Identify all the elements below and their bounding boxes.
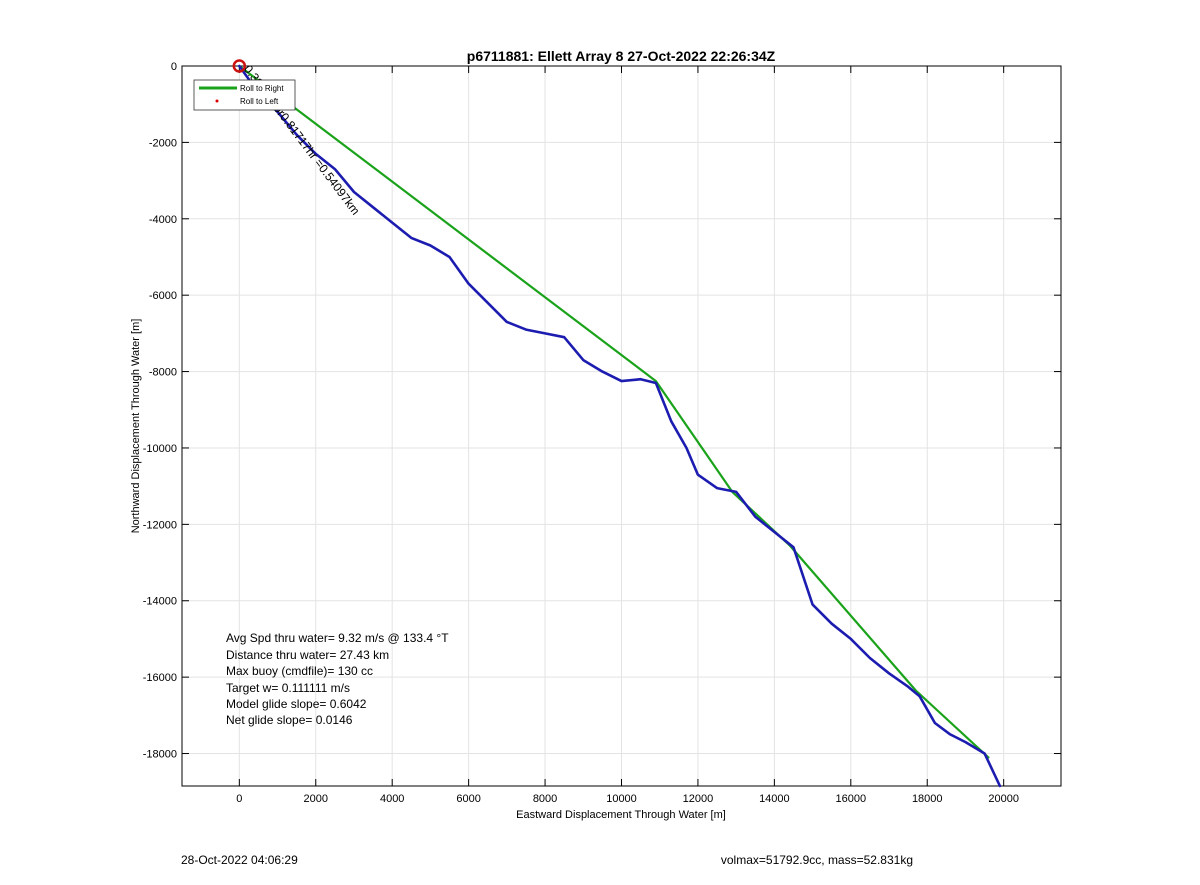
y-tick-labels: 0 -2000 -4000 -6000 -8000 -10000 -12000 -14000 -…	[143, 61, 177, 761]
x-tick-label: 20000	[988, 793, 1019, 805]
x-tick-label: 18000	[912, 793, 943, 805]
series-layer	[238, 64, 1002, 788]
chart-title: p6711881: Ellett Array 8 27-Oct-2022 22:…	[467, 48, 776, 64]
legend-swatch-roll-left	[215, 99, 219, 103]
series-line-roll-right	[238, 64, 990, 759]
x-tick-label: 4000	[380, 793, 404, 805]
x-tick-label: 14000	[759, 793, 790, 805]
x-tick-label: 12000	[683, 793, 714, 805]
x-axis-label: Eastward Displacement Through Water [m]	[516, 809, 726, 821]
y-tick-label: -12000	[143, 519, 177, 531]
y-tick-label: 0	[171, 61, 177, 73]
y-tick-label: -6000	[149, 290, 177, 302]
y-tick-label: -2000	[149, 137, 177, 149]
grid	[182, 65, 1061, 786]
legend-label-roll-right: Roll to Right	[240, 84, 284, 93]
y-tick-label: -18000	[143, 749, 177, 761]
stat-distance: Distance thru water= 27.43 km	[226, 648, 389, 662]
y-tick-label: -8000	[149, 367, 177, 379]
stat-model-glide: Model glide slope= 0.6042	[226, 697, 367, 711]
x-tick-label: 2000	[304, 793, 328, 805]
stat-max-buoy: Max buoy (cmdfile)= 130 cc	[226, 664, 373, 678]
stat-avg-speed: Avg Spd thru water= 9.32 m/s @ 133.4 °T	[226, 631, 449, 645]
y-tick-label: -10000	[143, 443, 177, 455]
x-tick-label: 16000	[836, 793, 867, 805]
x-tick-label: 6000	[456, 793, 480, 805]
y-tick-label: -16000	[143, 672, 177, 684]
stats-block: Avg Spd thru water= 9.32 m/s @ 133.4 °T …	[226, 631, 449, 727]
series-line-glider-track	[238, 64, 1002, 788]
marker-layer	[232, 59, 247, 73]
stat-target-w: Target w= 0.111111 m/s	[226, 681, 350, 695]
footer-timestamp: 28-Oct-2022 04:06:29	[181, 853, 298, 867]
x-tick-label: 0	[236, 793, 242, 805]
x-tick-label: 10000	[606, 793, 637, 805]
legend-box	[193, 79, 296, 111]
x-tick-label: 8000	[533, 793, 557, 805]
stat-net-glide: Net glide slope= 0.0146	[226, 713, 353, 727]
legend: Roll to Right Roll to Left	[193, 79, 296, 111]
tick-marks	[182, 65, 1061, 786]
footer-volmax-mass: volmax=51792.9cc, mass=52.831kg	[721, 853, 913, 867]
start-marker	[232, 59, 247, 73]
y-tick-label: -14000	[143, 596, 177, 608]
legend-label-roll-left: Roll to Left	[240, 97, 279, 106]
y-axis-label: Northward Displacement Through Water [m]	[130, 319, 142, 534]
x-tick-labels: 0 2000 4000 6000 8000 10000 12000 14000 16000 180…	[236, 793, 1019, 805]
y-tick-label: -4000	[149, 214, 177, 226]
